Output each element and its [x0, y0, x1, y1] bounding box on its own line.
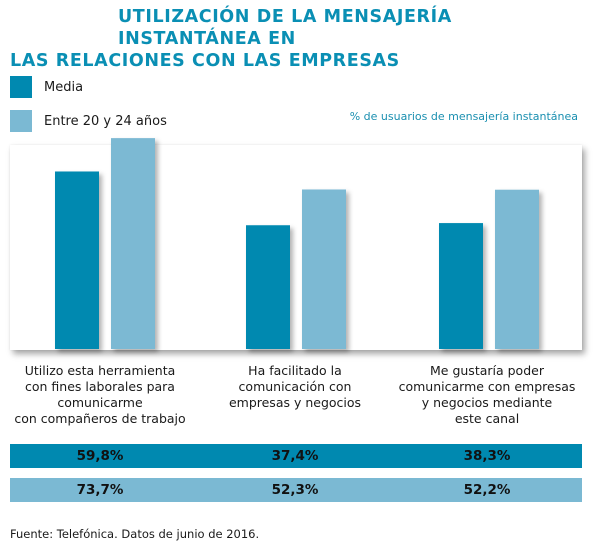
legend-item-20-24: Entre 20 y 24 años	[10, 110, 167, 132]
bar-media-1	[55, 171, 99, 349]
value-cell: 38,3%	[463, 448, 511, 464]
bar-chart	[55, 138, 539, 349]
value-cell: 37,4%	[271, 448, 319, 464]
legend-item-media: Media	[10, 76, 83, 98]
legend-swatch-media	[10, 76, 32, 98]
value-cell: 59,8%	[76, 448, 124, 464]
bar-media-3	[439, 223, 483, 349]
category-label-1: Utilizo esta herramienta con fines labor…	[14, 363, 186, 426]
chart-panel	[10, 145, 582, 350]
chart-title-line-2: LAS RELACIONES CON LAS EMPRESAS	[10, 51, 400, 71]
bar-20-24-3	[495, 189, 539, 349]
chart-title-line-1: UTILIZACIÓN DE LA MENSAJERÍA INSTANTÁNEA…	[118, 7, 452, 49]
bar-20-24-1	[111, 138, 155, 349]
bar-media-2	[246, 225, 290, 349]
value-cell: 52,2%	[463, 482, 511, 498]
source-note: Fuente: Telefónica. Datos de junio de 20…	[10, 527, 260, 541]
legend-label-20-24: Entre 20 y 24 años	[44, 113, 167, 129]
legend-label-media: Media	[44, 79, 84, 95]
category-label-2: Ha facilitado la comunicación con empres…	[228, 363, 362, 410]
value-cell: 73,7%	[76, 482, 124, 498]
units-note: % de usuarios de mensajería instantánea	[349, 110, 578, 123]
category-label-3: Me gustaría poder comunicarme con empres…	[398, 363, 576, 426]
bar-20-24-2	[302, 189, 346, 349]
value-cell: 52,3%	[271, 482, 319, 498]
values-row-media: 59,8% 37,4% 38,3%	[10, 444, 582, 468]
legend-swatch-20-24	[10, 110, 32, 132]
values-row-20-24: 73,7% 52,3% 52,2%	[10, 478, 582, 502]
chart-title: UTILIZACIÓN DE LA MENSAJERÍA INSTANTÁNEA…	[10, 6, 592, 72]
